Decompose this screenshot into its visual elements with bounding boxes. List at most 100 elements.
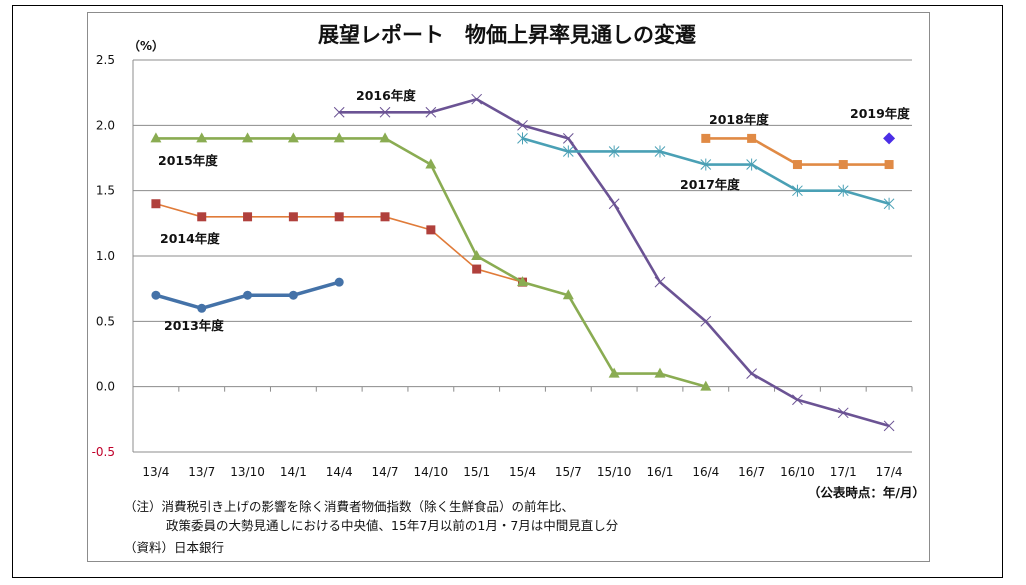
y-tick-label: -0.5 [92, 445, 115, 459]
axes [132, 60, 913, 452]
marker-stroke [608, 198, 620, 210]
data-point [608, 145, 620, 158]
data-point [608, 198, 620, 210]
x-tick-label: 16/7 [738, 465, 765, 479]
x-tick-label: 13/7 [188, 465, 215, 479]
data-point [701, 133, 711, 143]
data-point [150, 132, 162, 143]
marker-stroke [471, 93, 483, 105]
data-point [654, 367, 666, 378]
x-tick-label: 13/4 [142, 465, 169, 479]
y-tick-label: 2.0 [96, 118, 115, 132]
data-point [288, 290, 298, 300]
data-point [700, 315, 712, 327]
data-point [196, 132, 208, 143]
data-point [333, 106, 345, 118]
data-point [792, 160, 802, 170]
data-point [792, 184, 803, 197]
label-2019: 2019年度 [850, 106, 910, 121]
y-tick-labels: 2.5 2.0 1.5 1.0 0.5 0.0 -0.5 [92, 53, 115, 459]
data-point [287, 132, 299, 143]
x-tick-labels: 13/4 13/7 13/10 14/1 14/4 14/7 14/10 15/1 15/4 15… [142, 465, 902, 479]
data-point [884, 160, 894, 170]
series-2016 [333, 93, 895, 432]
x-tick-label: 14/7 [372, 465, 399, 479]
data-point [746, 368, 757, 379]
data-point [608, 367, 620, 378]
data-point [333, 132, 345, 143]
data-point [700, 380, 712, 391]
data-point [425, 158, 437, 169]
data-point [288, 212, 298, 222]
data-point [380, 212, 390, 222]
data-point [425, 106, 437, 118]
note-line-2: 政策委員の大勢見通しにおける中央値、15年7月以前の1月・7月は中間見直し分 [166, 518, 618, 533]
source-note: （資料）日本銀行 [124, 540, 224, 555]
chart-frame [87, 12, 930, 562]
label-2017: 2017年度 [680, 177, 740, 192]
x-tick-label: 17/1 [830, 465, 857, 479]
data-point [242, 132, 254, 143]
series-2017 [517, 132, 895, 210]
chart-title: 展望レポート 物価上昇率見通しの変遷 [318, 23, 696, 47]
y-tick-label: 0.0 [96, 380, 115, 394]
marker-stroke [700, 315, 712, 327]
data-point [654, 145, 666, 158]
data-point [517, 119, 528, 131]
x-tick-label: 16/10 [780, 465, 815, 479]
marker-stroke [562, 133, 574, 144]
series-2018 [701, 133, 894, 170]
data-point [654, 276, 666, 288]
data-point [792, 394, 803, 406]
y-tick-label: 1.0 [96, 249, 115, 263]
data-point [883, 132, 896, 145]
data-point [197, 303, 207, 313]
y-tick-label: 2.5 [96, 53, 115, 67]
data-point [883, 420, 895, 432]
label-2015: 2015年度 [158, 153, 218, 168]
data-point [151, 290, 161, 300]
series-2015 [150, 132, 712, 391]
x-tick-label: 14/4 [326, 465, 353, 479]
x-tick-label: 13/10 [230, 465, 265, 479]
data-point [197, 212, 207, 222]
data-point [562, 289, 574, 300]
data-point [243, 212, 253, 222]
y-axis-unit: （%） [128, 38, 164, 53]
label-2016: 2016年度 [356, 88, 416, 103]
x-tick-label: 14/10 [414, 465, 449, 479]
data-point [243, 290, 253, 300]
marker-stroke [654, 276, 666, 288]
outer-frame [12, 5, 1003, 578]
series-line [155, 137, 707, 388]
label-2014: 2014年度 [160, 231, 220, 246]
marker-stroke [425, 106, 437, 118]
x-tick-label: 17/4 [876, 465, 903, 479]
label-2018: 2018年度 [709, 112, 769, 127]
series-2013 [151, 277, 344, 313]
marker-stroke [517, 119, 528, 131]
data-point [700, 158, 712, 171]
data-point [883, 197, 895, 210]
data-point [472, 264, 482, 274]
x-tick-label: 14/1 [280, 465, 307, 479]
data-point [837, 184, 849, 197]
marker-stroke [379, 106, 391, 118]
series-labels: 2013年度 2014年度 2015年度 2016年度 2017年度 2018年… [158, 88, 910, 333]
x-tick-label: 16/1 [646, 465, 673, 479]
data-point [838, 160, 848, 170]
data-point [379, 106, 391, 118]
data-point [334, 277, 344, 287]
data-point [334, 212, 344, 222]
y-tick-label: 0.5 [96, 314, 115, 328]
series-line [522, 137, 890, 205]
data-point [747, 133, 757, 143]
gridlines [133, 59, 912, 453]
data-point [151, 199, 161, 209]
marker-stroke [746, 368, 757, 379]
x-tick-label: 15/1 [463, 465, 490, 479]
data-point [517, 132, 528, 145]
data-point [562, 145, 574, 158]
series-group [150, 93, 896, 432]
